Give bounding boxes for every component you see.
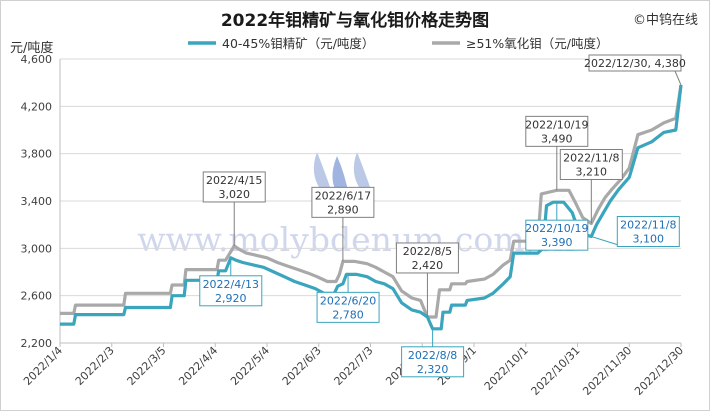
callout-value: 2,420 — [412, 259, 444, 272]
callout-box — [202, 171, 266, 203]
callout-box — [311, 186, 375, 218]
y-tick-label: 3,400 — [21, 195, 53, 208]
callout-value: 3,100 — [633, 233, 665, 246]
callout-date: 2022/10/19 — [525, 222, 588, 235]
annotations: 2022/4/153,020 2022/4/132,920 2022/6/172,8… — [199, 54, 686, 378]
chart-title: 2022年钼精矿与氧化钼价格走势图 — [221, 10, 489, 31]
callout-box — [401, 346, 465, 378]
y-tick-label: 4,200 — [21, 100, 53, 113]
legend-label-molybdenum-oxide: ≥51%氧化钼（元/吨度） — [466, 36, 608, 51]
watermark-logo-shape — [353, 152, 371, 193]
callout-box — [588, 54, 682, 72]
callout-box — [525, 219, 589, 251]
callout-leader — [674, 70, 682, 86]
x-tick-label: 2022/7/3 — [331, 344, 375, 388]
x-tick-label: 2022/2/3 — [73, 344, 117, 388]
watermark-logo-shape — [313, 152, 331, 193]
callout-text: 2022/12/30, 4,380 — [584, 57, 686, 70]
x-tick-label: 2022/11/30 — [580, 344, 634, 398]
callout-box — [316, 291, 380, 323]
callout-value: 3,020 — [218, 188, 250, 201]
callout-date: 2022/6/17 — [315, 189, 371, 202]
callout-value: 3,490 — [541, 132, 573, 145]
y-tick-label: 3,800 — [21, 148, 53, 161]
watermark-text: www.molybdenum.com.cn — [137, 220, 575, 259]
legend: 40-45%钼精矿（元/吨度） ≥51%氧化钼（元/吨度） — [188, 36, 608, 51]
y-axis-label: 元/吨度 — [10, 40, 53, 56]
y-tick-label: 4,600 — [21, 53, 53, 66]
x-tick-label: 2022/3/5 — [124, 344, 168, 388]
x-tick-label: 2022/4/4 — [176, 344, 220, 388]
x-tick-label: 2022/6/3 — [280, 344, 324, 388]
callout-value: 2,320 — [417, 363, 449, 376]
callout-date: 2022/4/13 — [203, 278, 259, 291]
series-line-molybdenum-oxide — [60, 84, 683, 319]
callout-box — [199, 275, 263, 307]
x-tick-label: 2022/10/31 — [529, 344, 583, 398]
callout-date: 2022/11/8 — [563, 151, 619, 164]
callout-date: 2022/10/19 — [525, 118, 588, 131]
callout-value: 2,780 — [332, 308, 364, 321]
y-tick-label: 2,200 — [21, 337, 53, 350]
y-tick-label: 2,600 — [21, 290, 53, 303]
callout-box — [395, 242, 459, 274]
x-axis: 2022/1/4 2022/2/3 2022/3/5 2022/4/4 2022/5/4… — [21, 342, 686, 398]
source-label: ©中钨在线 — [633, 12, 698, 28]
callout-date: 2022/6/20 — [320, 294, 376, 307]
y-tick-label: 3,000 — [21, 242, 53, 255]
x-tick-label: 2022/10/1 — [482, 344, 531, 393]
callout-box — [616, 216, 680, 247]
callout-date: 2022/4/15 — [206, 174, 262, 187]
watermark: CTOMSwww.molybdenum.com.cn — [137, 152, 575, 259]
x-tick-label: 2022/1/4 — [21, 344, 65, 388]
callout-box — [559, 148, 623, 180]
callout-value: 3,210 — [576, 165, 608, 178]
callout-value: 3,390 — [541, 236, 573, 249]
callout-date: 2022/11/8 — [620, 219, 676, 232]
callout-date: 2022/8/8 — [408, 349, 457, 362]
callout-value: 2,890 — [327, 203, 359, 216]
legend-label-molybdenum-concentrate: 40-45%钼精矿（元/吨度） — [222, 36, 374, 51]
callout-box — [525, 115, 589, 147]
callout-date: 2022/8/5 — [403, 245, 452, 258]
x-tick-label: 2022/5/4 — [228, 344, 272, 388]
x-tick-label: 2022/12/30 — [632, 344, 686, 398]
callout-value: 2,920 — [215, 292, 247, 305]
y-axis: 2,200 2,600 3,000 3,400 3,800 4,200 4,600 — [21, 53, 61, 350]
